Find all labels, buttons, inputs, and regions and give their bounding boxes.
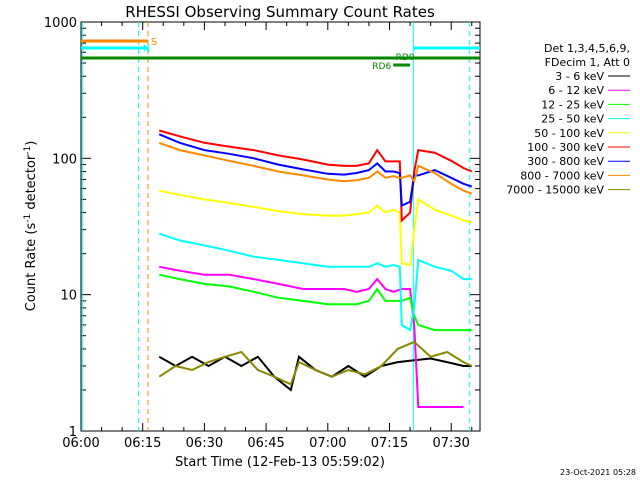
legend-label: 100 - 300 keV: [527, 141, 604, 154]
legend-header-line: FDecim 1, Att 0: [545, 56, 630, 69]
x-tick-label: 06:15: [124, 436, 161, 451]
y-axis-title-part: ): [24, 141, 39, 146]
series-layer: [158, 129, 473, 408]
legend-label: 25 - 50 keV: [541, 113, 604, 126]
legend-label: 50 - 100 keV: [534, 127, 604, 140]
x-axis-title: Start Time (12-Feb-13 05:59:02): [175, 455, 385, 470]
legend-header-line: Det 1,3,4,5,6,9,: [544, 42, 630, 55]
y-tick-label: 1: [69, 425, 77, 440]
chart-title: RHESSI Observing Summary Count Rates: [125, 3, 435, 21]
x-axis: 06:00 06:15 06:30 06:45 07:00 07:15 07:30: [62, 22, 473, 451]
legend-label: 300 - 800 keV: [527, 155, 604, 168]
legend-label: 7000 - 15000 keV: [506, 184, 604, 197]
series-line: [158, 141, 473, 195]
x-tick-label: 06:45: [247, 436, 284, 451]
footer-date: 23-Oct-2021 05:28: [560, 468, 636, 477]
attenuator-label: N: [143, 44, 150, 55]
x-tick-label: 06:00: [62, 436, 99, 451]
plot-frame: [80, 21, 481, 432]
legend-label: 800 - 7000 keV: [520, 169, 604, 182]
x-tick-label: 07:00: [309, 436, 346, 451]
legend-label: 12 - 25 keV: [541, 98, 604, 111]
series-line: [158, 189, 473, 267]
orbit-overlays: SN RD0 RD6: [81, 22, 480, 431]
y-tick-label: 100: [52, 152, 77, 167]
series-line: [158, 129, 473, 223]
legend: Det 1,3,4,5,6,9, FDecim 1, Att 0 3 - 6 k…: [506, 42, 630, 197]
series-line: [159, 265, 464, 408]
series-line: [158, 133, 473, 208]
plot-area: [80, 21, 481, 432]
y-tick-label: 10: [60, 289, 77, 304]
series-line: [158, 273, 472, 332]
attenuator-label: S: [151, 37, 157, 48]
rate-flag-label: RD0: [396, 53, 415, 63]
series-line: [158, 355, 472, 392]
x-tick-label: 07:30: [432, 436, 469, 451]
y-axis-title: Count Rate (s-1 detector-1): [23, 141, 39, 312]
legend-label: 3 - 6 keV: [555, 70, 604, 83]
y-axis-title-sup: -1: [23, 146, 33, 155]
y-axis-title-sup: -1: [23, 214, 33, 223]
series-line: [158, 232, 472, 332]
legend-label: 6 - 12 keV: [548, 84, 604, 97]
y-axis: 1 10 100 1000: [44, 16, 480, 440]
x-tick-label: 07:15: [371, 436, 408, 451]
rate-flag-label: RD6: [372, 62, 391, 72]
x-tick-label: 06:30: [186, 436, 223, 451]
y-axis-title-part: Count Rate (s: [24, 223, 39, 312]
y-tick-label: 1000: [44, 16, 77, 31]
series-line: [158, 340, 473, 386]
y-axis-title-part: detector: [24, 154, 39, 214]
